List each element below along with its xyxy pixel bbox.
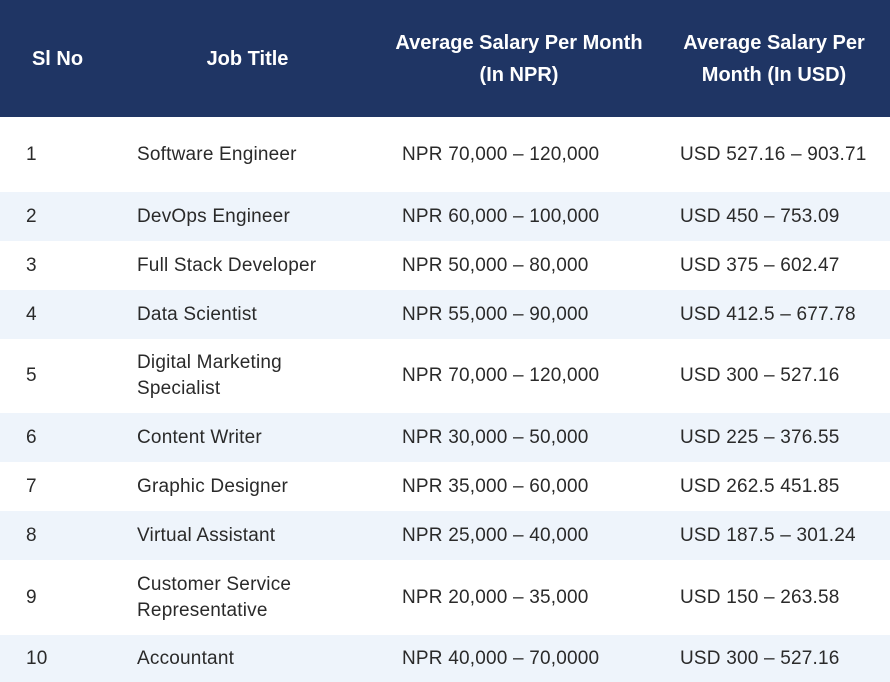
table-header: Sl No Job Title Average Salary Per Month (…: [0, 0, 890, 117]
table-cell: 6: [0, 413, 115, 462]
table-cell: NPR 30,000 – 50,000: [380, 413, 658, 462]
table-cell: 5: [26, 365, 37, 386]
table-cell: Software Engineer: [137, 143, 297, 165]
table-cell: USD 527.16 – 903.71: [680, 143, 867, 165]
table-cell: NPR 25,000 – 40,000: [380, 511, 658, 560]
table-cell: NPR 55,000 – 90,000: [380, 290, 658, 339]
table-cell: USD 300 – 527.16: [658, 635, 890, 682]
table-row: 3 Full Stack Developer NPR 50,000 – 80,000…: [0, 241, 890, 290]
table-cell: USD 187.5 – 301.24: [658, 511, 890, 560]
table-body: 1 Software Engineer NPR 70,000 – 120,000 US…: [0, 117, 890, 682]
table-cell: USD 375 – 602.47: [680, 254, 840, 276]
table-row: 6 Content Writer NPR 30,000 – 50,000 USD 22…: [0, 413, 890, 462]
table-cell: 4: [0, 290, 115, 339]
table-cell: NPR 70,000 – 120,000: [402, 365, 600, 386]
table-cell: Virtual Assistant: [115, 511, 380, 560]
table-cell: Full Stack Developer: [137, 254, 317, 276]
header-cell: Job Title: [115, 0, 380, 117]
table-row: 4 Data Scientist NPR 55,000 – 90,000 USD 41…: [0, 290, 890, 339]
table-cell: 7: [26, 475, 37, 497]
header-cell: Sl No: [0, 0, 115, 117]
table-cell: USD 262.5 451.85: [680, 475, 840, 497]
header-cell: Average Salary Per Month (In USD): [658, 0, 890, 117]
table-cell: DevOps Engineer: [115, 192, 380, 241]
table-cell: Digital Marketing Specialist: [137, 352, 282, 399]
header-cell: Average Salary Per Month (In NPR): [380, 0, 658, 117]
table-cell: 2: [0, 192, 115, 241]
table-cell: NPR 70,000 – 120,000: [402, 143, 600, 165]
table-cell: Content Writer: [115, 413, 380, 462]
table-row: 9 Customer Service Representative NPR 20,0…: [0, 560, 890, 635]
table-row: 7 Graphic Designer NPR 35,000 – 60,000 USD …: [0, 462, 890, 511]
table-row: 1 Software Engineer NPR 70,000 – 120,000 US…: [0, 117, 890, 192]
table-cell: NPR 50,000 – 80,000: [402, 254, 589, 276]
table-cell: USD 412.5 – 677.78: [658, 290, 890, 339]
table-cell: USD 225 – 376.55: [658, 413, 890, 462]
table-row: 2 DevOps Engineer NPR 60,000 – 100,000 USD …: [0, 192, 890, 241]
table-row: 8 Virtual Assistant NPR 25,000 – 40,000 USD…: [0, 511, 890, 560]
table-row: 5 Digital Marketing Specialist NPR 70,000 …: [0, 339, 890, 413]
table-cell: USD 300 – 527.16: [680, 365, 840, 386]
table-cell: 3: [26, 254, 37, 276]
table-cell: 9: [26, 586, 37, 608]
table-cell: Accountant: [115, 635, 380, 682]
table-cell: NPR 40,000 – 70,0000: [380, 635, 658, 682]
header-row: Sl No Job Title Average Salary Per Month (…: [0, 0, 890, 117]
table-row: 10 Accountant NPR 40,000 – 70,0000 USD 300 …: [0, 635, 890, 682]
table-cell: 10: [0, 635, 115, 682]
table-cell: 1: [26, 143, 37, 165]
table-cell: NPR 35,000 – 60,000: [402, 475, 589, 497]
table-cell: NPR 20,000 – 35,000: [402, 586, 589, 608]
table-cell: USD 150 – 263.58: [680, 586, 840, 608]
table-cell: NPR 60,000 – 100,000: [380, 192, 658, 241]
table-cell: USD 450 – 753.09: [658, 192, 890, 241]
table-cell: Graphic Designer: [137, 475, 289, 497]
table-cell: 8: [0, 511, 115, 560]
table-cell: Customer Service Representative: [137, 573, 292, 621]
table-cell: Data Scientist: [115, 290, 380, 339]
